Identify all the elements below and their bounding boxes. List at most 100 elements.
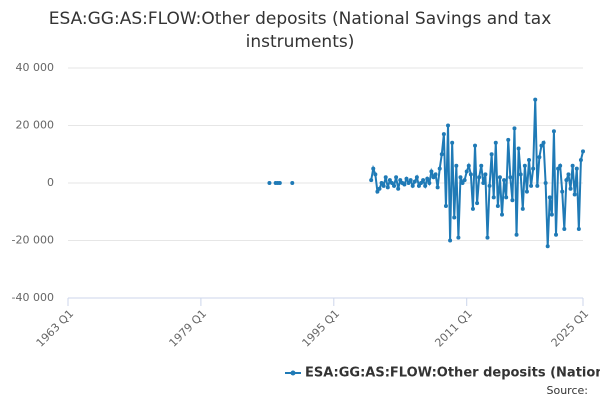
point <box>527 158 532 162</box>
point <box>485 235 490 240</box>
point <box>508 175 513 180</box>
point <box>456 235 461 240</box>
point <box>479 163 484 168</box>
point <box>549 212 554 217</box>
point <box>574 166 579 171</box>
point <box>510 198 515 203</box>
x-tick-label: 2011 Q1 <box>432 307 475 350</box>
point <box>481 181 486 185</box>
point <box>439 152 444 157</box>
point <box>541 140 546 145</box>
point <box>470 206 475 211</box>
point <box>572 192 577 197</box>
point <box>381 183 386 188</box>
point <box>290 181 295 185</box>
point <box>539 143 544 148</box>
point <box>458 175 463 180</box>
point <box>516 146 521 151</box>
x-tick-label: 1979 Q1 <box>167 307 210 350</box>
point <box>529 183 534 188</box>
point <box>497 175 502 180</box>
point <box>543 181 548 185</box>
point <box>468 172 473 177</box>
point <box>437 166 442 171</box>
point <box>392 183 397 188</box>
point <box>506 137 511 142</box>
point <box>473 143 478 148</box>
point <box>537 155 542 160</box>
point <box>504 195 509 200</box>
point <box>464 169 469 174</box>
point <box>425 176 430 181</box>
point <box>443 204 448 208</box>
point <box>373 172 378 177</box>
point <box>404 176 409 181</box>
x-tick-label: 2025 Q1 <box>549 307 592 350</box>
series-line <box>275 99 584 247</box>
point <box>389 181 394 185</box>
point <box>412 179 417 184</box>
point <box>383 175 388 180</box>
point <box>408 178 413 183</box>
point <box>377 186 382 191</box>
point <box>448 238 453 243</box>
point <box>452 215 457 220</box>
x-tick-label: 1995 Q1 <box>300 307 343 350</box>
point <box>435 185 440 190</box>
point <box>267 181 272 185</box>
point <box>545 244 550 249</box>
point <box>402 182 407 187</box>
point <box>558 163 563 168</box>
point <box>421 178 426 183</box>
point <box>477 175 482 180</box>
point <box>491 195 496 200</box>
point <box>568 186 573 191</box>
point <box>387 178 392 183</box>
point <box>431 175 436 180</box>
point <box>454 163 459 168</box>
point <box>562 227 567 231</box>
point <box>518 172 523 177</box>
point <box>410 183 415 188</box>
chart-title: ESA:GG:AS:FLOW:Other deposits (National … <box>48 9 552 52</box>
point <box>277 181 282 185</box>
point <box>483 172 488 177</box>
point <box>423 183 428 188</box>
point <box>489 152 494 157</box>
y-tick-label: -40 000 <box>12 291 54 304</box>
point <box>419 181 424 185</box>
point <box>369 178 374 183</box>
y-tick-label: -20 000 <box>12 234 54 247</box>
point <box>522 163 527 168</box>
point <box>462 178 467 183</box>
point <box>512 126 517 131</box>
x-tick-label: 1963 Q1 <box>34 307 77 350</box>
point <box>564 178 569 183</box>
point <box>450 140 455 145</box>
point <box>487 183 492 188</box>
point <box>570 163 575 168</box>
point <box>531 166 536 171</box>
point <box>394 175 399 180</box>
point <box>414 175 419 180</box>
point <box>514 232 519 237</box>
point <box>427 181 432 185</box>
y-tick-label: 40 000 <box>16 61 55 74</box>
point <box>433 172 438 177</box>
point <box>429 169 434 174</box>
point <box>406 181 411 185</box>
point <box>385 185 390 190</box>
y-tick-label: 0 <box>47 176 54 189</box>
point <box>379 181 384 185</box>
point <box>535 183 540 188</box>
point <box>551 129 556 134</box>
source: Source: <box>547 384 589 397</box>
point <box>375 189 380 194</box>
point <box>554 232 559 237</box>
point <box>547 195 552 200</box>
point <box>475 201 480 206</box>
point <box>520 206 525 211</box>
point <box>581 149 585 154</box>
